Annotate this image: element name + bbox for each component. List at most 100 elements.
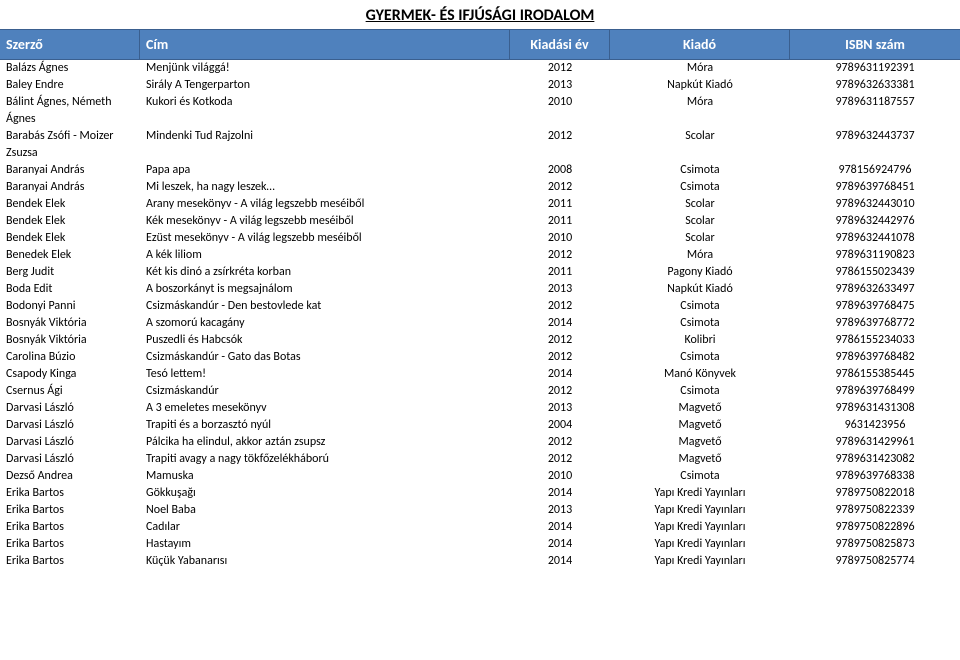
cell-publisher: Scolar <box>610 213 790 230</box>
cell-author: Csernus Ági <box>0 383 140 400</box>
cell-year: 2014 <box>510 536 610 553</box>
cell-year: 2012 <box>510 179 610 196</box>
cell-title: Mamuska <box>140 468 510 485</box>
cell-title: A 3 emeletes mesekönyv <box>140 400 510 417</box>
cell-publisher: Csimota <box>610 162 790 179</box>
cell-publisher: Manó Könyvek <box>610 366 790 383</box>
cell-year: 2013 <box>510 400 610 417</box>
cell-title: Ezüst mesekönyv - A világ legszebb meséi… <box>140 230 510 247</box>
table-row: Bálint Ágnes, NémethKukori és Kotkoda201… <box>0 94 960 111</box>
cell-publisher: Kolibri <box>610 332 790 349</box>
table-row: Boda EditA boszorkányt is megsajnálom201… <box>0 281 960 298</box>
table-row: Bendek ElekEzüst mesekönyv - A világ leg… <box>0 230 960 247</box>
cell-author: Bálint Ágnes, Németh <box>0 94 140 111</box>
cell-isbn: 9789639768475 <box>790 298 960 315</box>
cell-author: Baranyai András <box>0 162 140 179</box>
page-title: GYERMEK- ÉS IFJÚSÁGI IRODALOM <box>0 0 960 29</box>
cell-author: Ágnes <box>0 111 140 128</box>
cell-title: Mindenki Tud Rajzolni <box>140 128 510 145</box>
table-header: Szerző Cím Kiadási év Kiadó ISBN szám <box>0 29 960 60</box>
cell-year: 2014 <box>510 366 610 383</box>
table-row: Bendek ElekKék mesekönyv - A világ legsz… <box>0 213 960 230</box>
cell-author: Boda Edit <box>0 281 140 298</box>
cell-isbn: 9789632633381 <box>790 77 960 94</box>
cell-author: Bendek Elek <box>0 213 140 230</box>
cell-isbn: 9786155234033 <box>790 332 960 349</box>
cell-title: Arany mesekönyv - A világ legszebb meséi… <box>140 196 510 213</box>
table-row: Erika BartosNoel Baba2013Yapı Kredi Yayı… <box>0 502 960 519</box>
table-row: Bodonyi PanniCsizmáskandúr - Den bestovl… <box>0 298 960 315</box>
cell-author: Bosnyák Viktória <box>0 315 140 332</box>
cell-title: Csizmáskandúr <box>140 383 510 400</box>
cell-publisher: Csimota <box>610 349 790 366</box>
cell-title: Hastayım <box>140 536 510 553</box>
cell-title: Mi leszek, ha nagy leszek… <box>140 179 510 196</box>
cell-isbn: 9789631431308 <box>790 400 960 417</box>
cell-publisher: Csimota <box>610 468 790 485</box>
table-row: Bendek ElekArany mesekönyv - A világ leg… <box>0 196 960 213</box>
cell-year <box>510 111 610 128</box>
cell-publisher: Csimota <box>610 179 790 196</box>
cell-year: 2013 <box>510 502 610 519</box>
cell-year: 2012 <box>510 298 610 315</box>
cell-year: 2010 <box>510 468 610 485</box>
cell-author: Bendek Elek <box>0 196 140 213</box>
cell-isbn <box>790 111 960 128</box>
cell-year: 2012 <box>510 434 610 451</box>
cell-author: Erika Bartos <box>0 553 140 570</box>
cell-year: 2011 <box>510 196 610 213</box>
table-row: Erika BartosGökkuşağı2014Yapı Kredi Yayı… <box>0 485 960 502</box>
cell-year: 2004 <box>510 417 610 434</box>
table-row: Csapody KingaTesó lettem!2014Manó Könyve… <box>0 366 960 383</box>
cell-year: 2011 <box>510 264 610 281</box>
cell-title: Noel Baba <box>140 502 510 519</box>
cell-title <box>140 145 510 162</box>
cell-title <box>140 111 510 128</box>
cell-isbn: 9789750822896 <box>790 519 960 536</box>
table-row: Csernus ÁgiCsizmáskandúr2012Csimota97896… <box>0 383 960 400</box>
cell-year: 2012 <box>510 128 610 145</box>
cell-isbn: 9789632441078 <box>790 230 960 247</box>
cell-author: Erika Bartos <box>0 519 140 536</box>
cell-author: Balázs Ágnes <box>0 60 140 77</box>
cell-author: Dezső Andrea <box>0 468 140 485</box>
header-isbn: ISBN szám <box>790 30 960 59</box>
cell-isbn: 9789750825774 <box>790 553 960 570</box>
cell-title: Sirály A Tengerparton <box>140 77 510 94</box>
cell-isbn: 9789632443737 <box>790 128 960 145</box>
cell-isbn: 9789639768451 <box>790 179 960 196</box>
cell-title: Küçük Yabanarısı <box>140 553 510 570</box>
cell-year <box>510 145 610 162</box>
cell-author: Darvasi László <box>0 434 140 451</box>
cell-publisher: Yapı Kredi Yayınları <box>610 485 790 502</box>
cell-author: Darvasi László <box>0 400 140 417</box>
cell-isbn: 9789631192391 <box>790 60 960 77</box>
table-row: Bosnyák ViktóriaPuszedli és Habcsók2012K… <box>0 332 960 349</box>
cell-author: Csapody Kinga <box>0 366 140 383</box>
table-row: Baranyai AndrásPapa apa2008Csimota978156… <box>0 162 960 179</box>
cell-year: 2008 <box>510 162 610 179</box>
table-row: Erika BartosCadılar2014Yapı Kredi Yayınl… <box>0 519 960 536</box>
cell-year: 2014 <box>510 315 610 332</box>
cell-publisher: Yapı Kredi Yayınları <box>610 519 790 536</box>
cell-title: Menjünk világgá! <box>140 60 510 77</box>
cell-year: 2012 <box>510 349 610 366</box>
cell-publisher <box>610 145 790 162</box>
cell-isbn: 9786155023439 <box>790 264 960 281</box>
cell-author: Baley Endre <box>0 77 140 94</box>
cell-author: Bosnyák Viktória <box>0 332 140 349</box>
table-row: Baley EndreSirály A Tengerparton2013Napk… <box>0 77 960 94</box>
cell-title: Két kis dinó a zsírkréta korban <box>140 264 510 281</box>
cell-isbn: 9789639768772 <box>790 315 960 332</box>
cell-year: 2012 <box>510 60 610 77</box>
cell-isbn: 9789639768338 <box>790 468 960 485</box>
cell-title: Puszedli és Habcsók <box>140 332 510 349</box>
cell-publisher: Scolar <box>610 230 790 247</box>
cell-publisher: Scolar <box>610 196 790 213</box>
cell-publisher: Scolar <box>610 128 790 145</box>
cell-author: Barabás Zsófi - Moizer <box>0 128 140 145</box>
cell-author: Zsuzsa <box>0 145 140 162</box>
cell-title: A boszorkányt is megsajnálom <box>140 281 510 298</box>
cell-isbn: 9789639768482 <box>790 349 960 366</box>
table-row: Baranyai AndrásMi leszek, ha nagy leszek… <box>0 179 960 196</box>
